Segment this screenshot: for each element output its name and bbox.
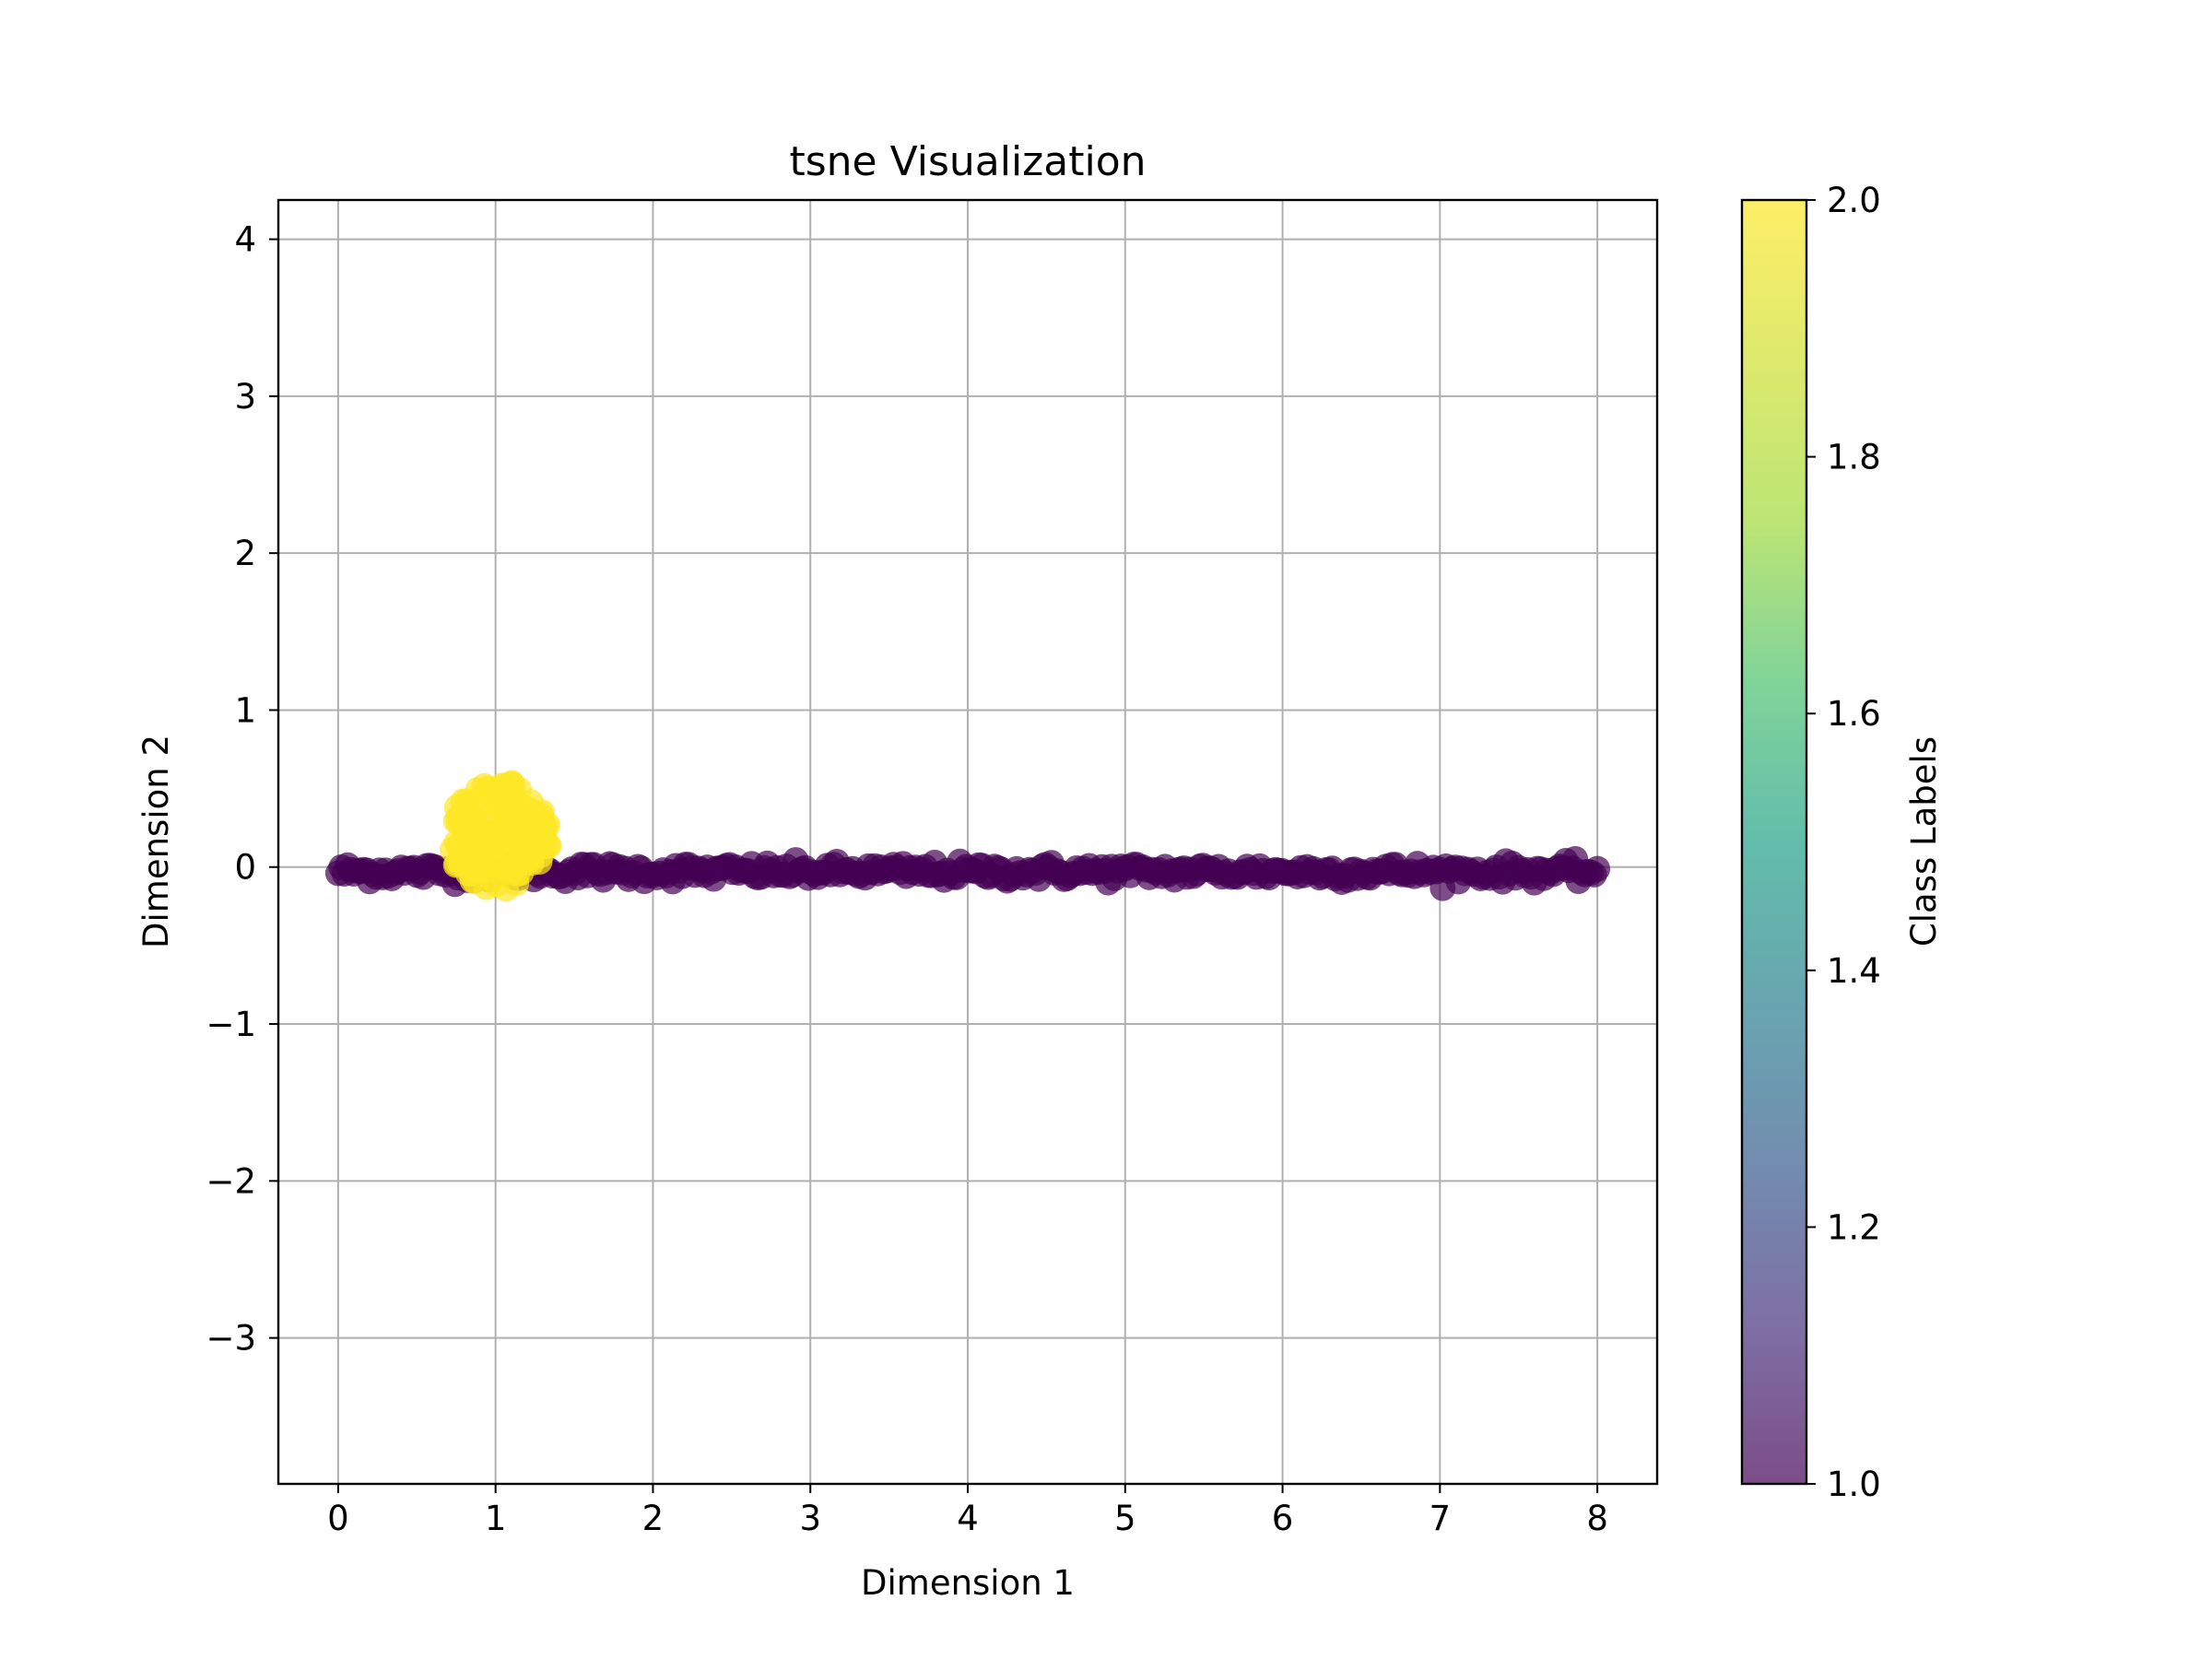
y-tick-label: −3 bbox=[206, 1319, 256, 1359]
x-tick-label: 0 bbox=[327, 1499, 349, 1538]
colorbar-tick-label: 2.0 bbox=[1827, 181, 1881, 220]
scatter-point bbox=[494, 830, 521, 857]
colorbar-tick-label: 1.6 bbox=[1827, 694, 1881, 734]
scatter-point bbox=[503, 870, 530, 897]
y-tick-label: 0 bbox=[234, 848, 256, 888]
colorbar-frame bbox=[1740, 198, 1808, 1486]
colorbar-label: Class Labels bbox=[1904, 736, 1944, 947]
y-axis-ticks: 4 3 2 1 0 −1 −2 −3 bbox=[206, 220, 278, 1359]
x-tick-label: 5 bbox=[1114, 1499, 1136, 1538]
scatter-point bbox=[535, 832, 561, 859]
colorbar-tick-label: 1.0 bbox=[1827, 1465, 1881, 1504]
colorbar-tick-label: 1.2 bbox=[1827, 1207, 1881, 1247]
x-axis-label: Dimension 1 bbox=[861, 1563, 1075, 1603]
y-tick-label: 1 bbox=[234, 690, 256, 730]
colorbar-ticks: 2.0 1.8 1.6 1.4 1.2 1.0 bbox=[1806, 181, 1881, 1504]
x-axis-ticks: 0 1 2 3 4 5 6 7 8 bbox=[327, 1484, 1608, 1538]
colorbar-tick-label: 1.8 bbox=[1827, 438, 1881, 477]
y-tick-label: 2 bbox=[234, 534, 256, 573]
x-tick-label: 8 bbox=[1586, 1499, 1608, 1538]
y-axis-label: Dimension 2 bbox=[136, 735, 176, 948]
x-tick-label: 2 bbox=[642, 1499, 665, 1538]
y-tick-label: −2 bbox=[206, 1161, 256, 1201]
chart-title: tsne Visualization bbox=[789, 138, 1146, 185]
colorbar bbox=[1742, 200, 1806, 1484]
scatter-point bbox=[457, 844, 484, 871]
x-tick-label: 3 bbox=[799, 1499, 821, 1538]
y-tick-label: −1 bbox=[206, 1005, 256, 1044]
colorbar-tick-label: 1.4 bbox=[1827, 951, 1881, 991]
scatter-point bbox=[444, 805, 471, 831]
y-tick-label: 3 bbox=[234, 377, 256, 417]
x-tick-label: 6 bbox=[1272, 1499, 1294, 1538]
data-points bbox=[324, 770, 1611, 902]
x-tick-label: 4 bbox=[957, 1499, 979, 1538]
x-tick-label: 1 bbox=[485, 1499, 507, 1538]
scatter-point bbox=[512, 849, 539, 876]
y-tick-label: 4 bbox=[234, 220, 256, 260]
scatter-point bbox=[494, 806, 521, 832]
scatter-point bbox=[1584, 855, 1611, 882]
x-tick-label: 7 bbox=[1430, 1499, 1452, 1538]
scatter-point bbox=[474, 777, 500, 804]
